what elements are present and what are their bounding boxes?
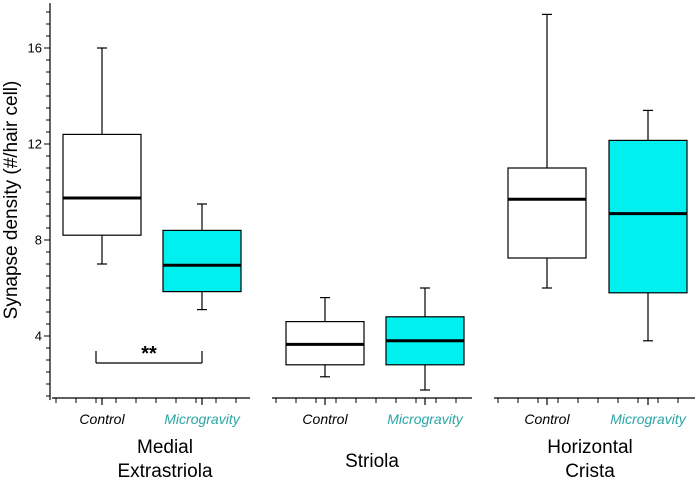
y-tick-label: 16 — [28, 41, 42, 56]
iqr-box — [62, 133, 142, 236]
y-tick-label: 4 — [35, 329, 42, 344]
iqr-box — [162, 229, 242, 293]
group-label: Extrastriola — [117, 461, 212, 482]
box-control — [285, 297, 365, 378]
plot-area: Control MicrogravityMedialExtrastriola**C… — [52, 13, 695, 482]
iqr-box — [608, 139, 688, 294]
box-control — [62, 47, 142, 265]
y-axis-label: Synapse density (#/hair cell) — [1, 81, 22, 320]
significance-stars: ** — [141, 343, 157, 365]
group-label: Crista — [565, 461, 615, 482]
category-tick-label: Control — [302, 411, 348, 427]
box-microgravity — [385, 287, 465, 391]
category-tick-label: Microgravity — [387, 411, 463, 427]
box-control — [507, 13, 587, 289]
category-tick-label: Microgravity — [164, 411, 240, 427]
group-horizontal-crista: Control Microgravity Horizontal Crista — [494, 13, 695, 482]
y-tick-label: 12 — [28, 137, 42, 152]
category-tick-label: Control — [79, 411, 125, 427]
group-label: Striola — [345, 451, 399, 472]
y-tick-label: 8 — [35, 233, 42, 248]
category-tick-label: Microgravity — [610, 411, 686, 427]
iqr-box — [507, 167, 587, 259]
group-label: Horizontal — [547, 437, 633, 458]
category-tick-label: Control — [524, 411, 570, 427]
box-microgravity — [162, 203, 242, 311]
group-label: Medial — [137, 437, 193, 458]
box-microgravity — [608, 109, 688, 342]
group-medial-extrastriola: Control Microgravity Medial Extrastriola ** — [52, 47, 250, 482]
group-striola: Control Microgravity Striola — [272, 287, 472, 472]
y-axis: 4 8 12 16 — [28, 3, 51, 400]
significance-bracket: ** — [95, 343, 203, 365]
